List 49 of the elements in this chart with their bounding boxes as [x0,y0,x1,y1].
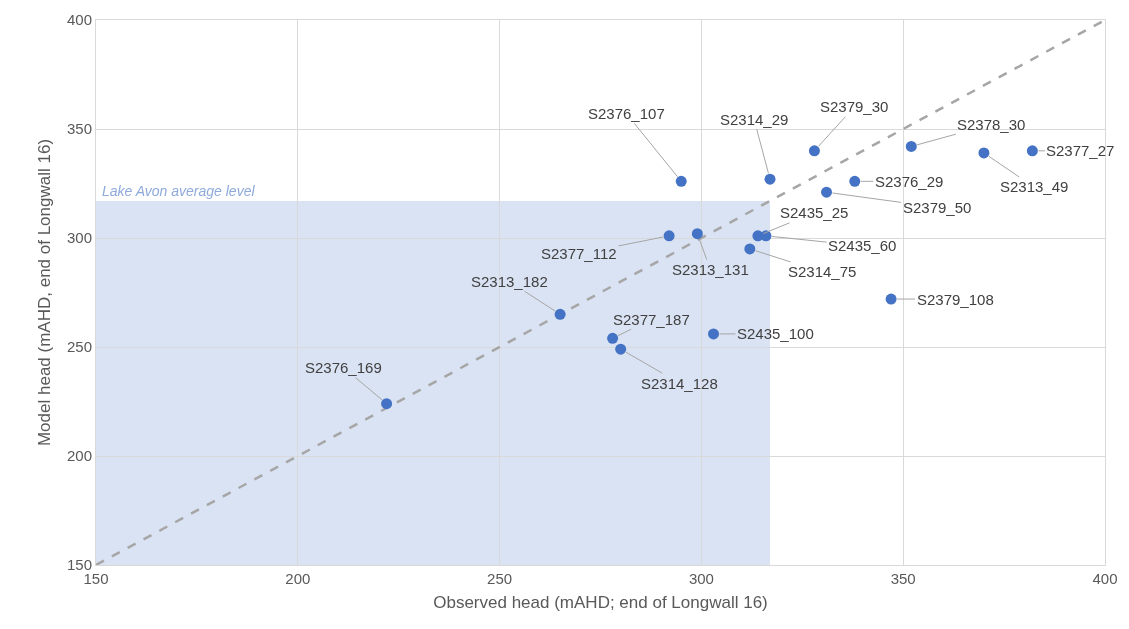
annotation: S2377_187 [613,311,690,328]
y-axis-title: Model head (mAHD, end of Longwall 16) [34,138,54,447]
annotation: S2313_182 [471,273,548,290]
x-tick-label: 200 [285,570,311,587]
point [764,173,776,185]
annotation: S2435_25 [780,204,849,221]
annotation: S2377_27 [1046,142,1115,159]
point [663,230,675,242]
point [885,293,897,305]
y-tick-label: 300 [66,229,92,247]
x-axis-title: Observed head (mAHD; end of Longwall 16) [433,593,768,613]
point [607,332,619,344]
annotation: S2376_29 [875,173,944,190]
annotation: S2378_30 [957,116,1026,133]
point [708,328,720,340]
y-tick-label: 200 [66,447,92,465]
annotation: S2379_50 [903,199,972,216]
y-tick-label: 400 [66,11,92,29]
annotation: S2314_29 [720,111,789,128]
point [691,228,703,240]
point [821,186,833,198]
point [615,343,627,355]
annotation: S2314_75 [788,263,857,280]
point [675,175,687,187]
x-tick-label: 250 [487,570,513,587]
annotation: S2376_169 [305,359,382,376]
annotation: S2377_112 [541,245,617,262]
x-tick-label: 300 [688,570,714,587]
annotation: S2379_30 [820,98,889,115]
point [849,175,861,187]
annotation: S2435_60 [828,237,897,254]
point [808,145,820,157]
y-tick-label: 350 [66,120,92,138]
annotation: S2435_100 [737,325,814,342]
point [978,147,990,159]
annotation: S2379_108 [917,291,994,308]
annotation: S2313_49 [1000,178,1069,195]
point [381,398,393,410]
point [744,243,756,255]
annotation: S2313_131 [672,261,749,278]
y-tick-label: 250 [66,338,92,356]
annotation: S2376_107 [588,105,665,122]
annotation: S2314_128 [641,375,718,392]
point [905,140,917,152]
band-label: Lake Avon average level [102,183,256,199]
x-tick-label: 350 [890,570,916,587]
point [1026,145,1038,157]
point [554,308,566,320]
x-tick-label: 400 [1092,570,1118,587]
